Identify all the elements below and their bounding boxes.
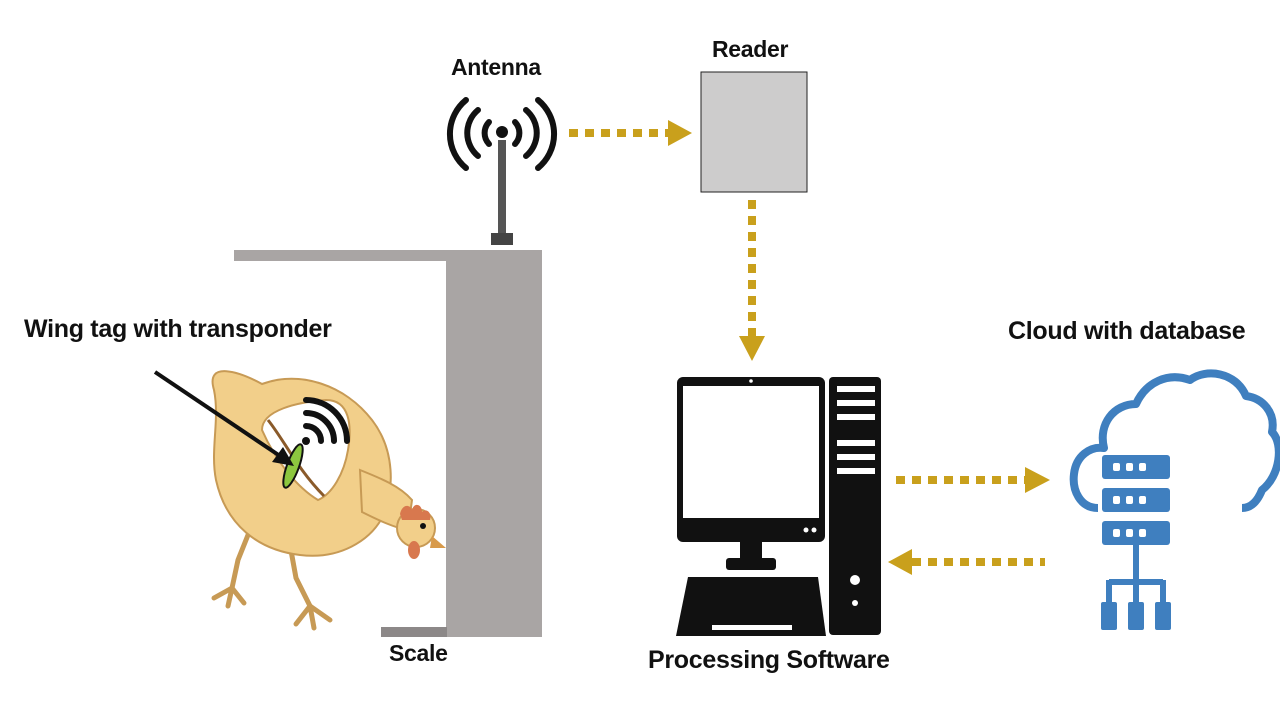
cloud-database-icon (1069, 369, 1280, 630)
pointer-arrow (153, 370, 294, 466)
reader-label: Reader (712, 36, 789, 62)
scale-label: Scale (389, 640, 448, 666)
wifi-signal-icon (302, 397, 350, 445)
antenna-label: Antenna (451, 54, 541, 80)
wing-tag-label: Wing tag with transponder (24, 315, 332, 343)
reader-box (700, 71, 808, 193)
arrow-antenna-to-reader (569, 120, 692, 146)
computer-icon (676, 377, 881, 636)
antenna-icon (447, 97, 557, 245)
cloud-label: Cloud with database (1008, 317, 1246, 345)
processing-software-label: Processing Software (648, 646, 890, 674)
arrow-computer-to-cloud (896, 467, 1050, 493)
arrow-reader-to-computer (739, 200, 765, 361)
scale-frame (234, 250, 542, 637)
arrow-cloud-to-computer (888, 549, 1045, 575)
